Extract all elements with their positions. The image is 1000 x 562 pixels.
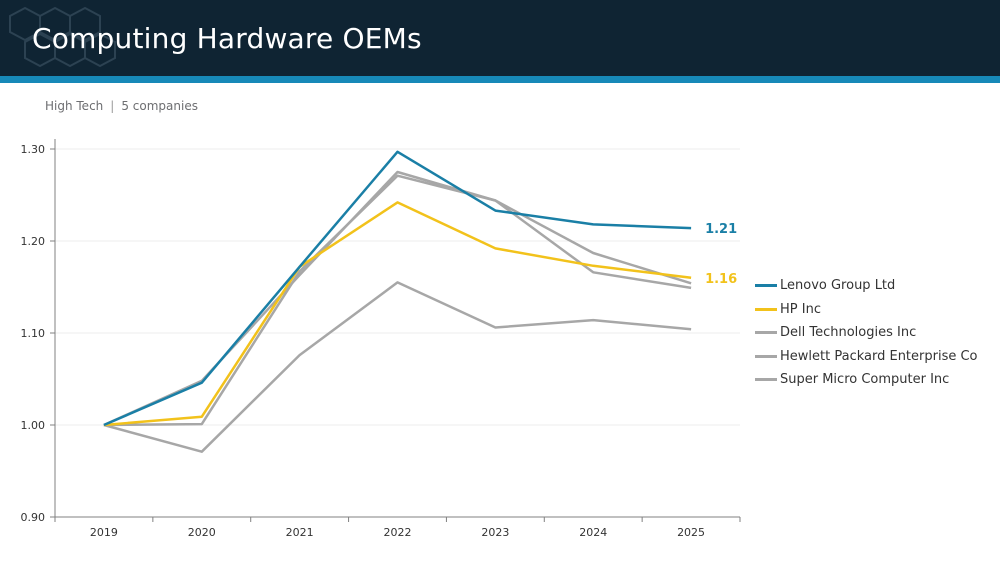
legend-item: HP Inc [755,298,978,322]
series-line-super-micro-computer-inc [103,281,692,453]
end-value-label: 1.21 [705,222,737,237]
end-value-label: 1.16 [705,272,737,287]
chart-subtitle: High Tech | 5 companies [45,99,198,113]
sector-label: High Tech [45,99,104,113]
legend-swatch [755,378,777,382]
legend-item: Lenovo Group Ltd [755,274,978,298]
legend-label: Hewlett Packard Enterprise Co [780,348,978,364]
legend-item: Hewlett Packard Enterprise Co [755,345,978,369]
header-banner: Computing Hardware OEMs [0,0,1000,76]
x-tick-label: 2023 [481,526,509,539]
series-line-lenovo-group-ltd [103,150,692,427]
legend-swatch [755,307,777,311]
chart-legend: Lenovo Group Ltd HP Inc Dell Technologies … [755,274,978,392]
y-tick-label: 1.00 [21,419,46,432]
accent-bar [0,76,1000,83]
x-tick-label: 2022 [384,526,412,539]
series-line-dell-technologies-inc [103,174,692,427]
x-tick-label: 2024 [579,526,607,539]
x-tick-label: 2021 [286,526,314,539]
legend-item: Super Micro Computer Inc [755,368,978,392]
legend-swatch [755,354,777,358]
legend-label: Dell Technologies Inc [780,325,917,341]
x-tick-label: 2020 [188,526,216,539]
subtitle-separator: | [110,99,115,113]
page-title: Computing Hardware OEMs [32,22,422,55]
x-tick-label: 2025 [677,526,705,539]
legend-label: Lenovo Group Ltd [780,278,896,294]
legend-label: Super Micro Computer Inc [780,372,950,388]
y-tick-label: 1.10 [21,327,46,340]
y-tick-label: 1.30 [21,143,46,156]
legend-label: HP Inc [780,301,821,317]
x-tick-label: 2019 [90,526,118,539]
y-tick-label: 1.20 [21,235,46,248]
legend-item: Dell Technologies Inc [755,321,978,345]
series-line-hp-inc [103,201,692,427]
legend-swatch [755,331,777,335]
company-count-label: 5 companies [121,99,198,113]
y-tick-label: 0.90 [21,511,46,524]
hexagon-pattern-icon [9,6,116,68]
legend-swatch [755,284,777,288]
